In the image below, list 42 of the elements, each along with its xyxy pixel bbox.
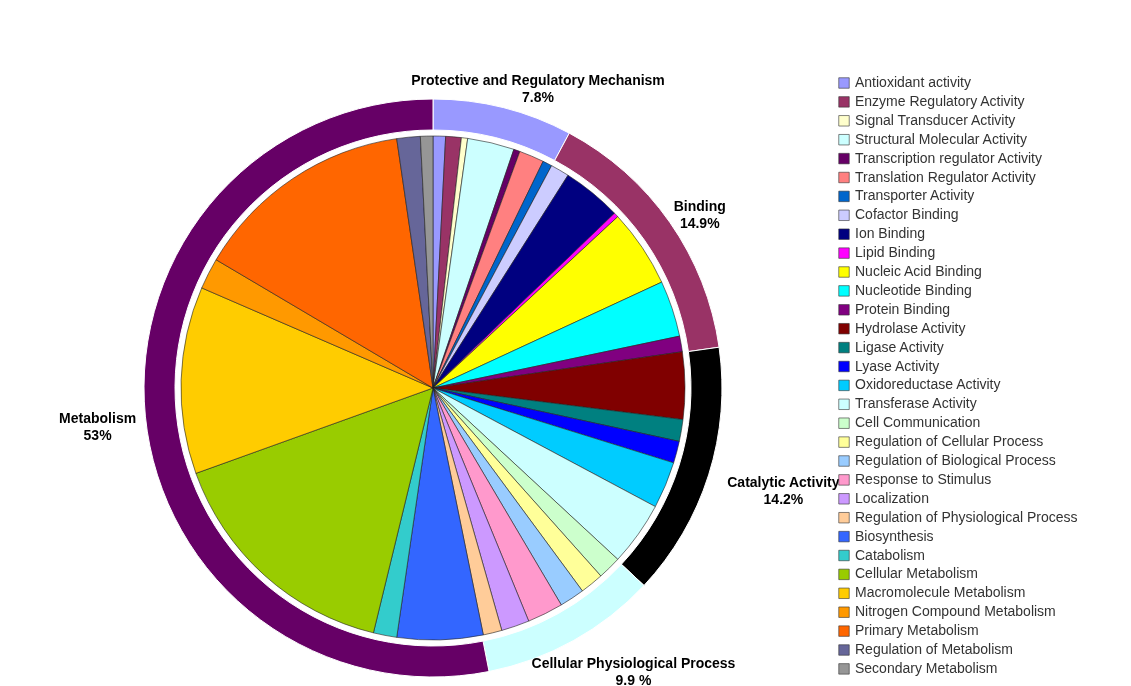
legend-label: Transferase Activity xyxy=(855,395,977,412)
legend-label: Protein Binding xyxy=(855,300,950,317)
legend-label: Lyase Activity xyxy=(855,357,940,374)
legend-label: Localization xyxy=(855,489,929,506)
data-label: 9.9 % xyxy=(615,672,652,686)
legend-label: Catabolism xyxy=(855,546,926,563)
slice-label: Cellular Physiological Process xyxy=(531,655,736,672)
legend-label: Regulation of Biological Process xyxy=(855,452,1056,468)
legend-label: Nitrogen Compound Metabolism xyxy=(855,603,1056,620)
legend-label: Nucleic Acid Binding xyxy=(855,263,982,279)
legend-label: Transporter Activity xyxy=(855,187,975,204)
legend-label: Ligase Activity xyxy=(855,338,944,355)
legend-label: Primary Metabolism xyxy=(855,622,979,639)
legend-label: Cell Communication xyxy=(855,414,981,431)
slice-label: Metabolism xyxy=(59,409,137,426)
legend-label: Structural Molecular Activity xyxy=(855,130,1027,147)
legend-label: Nucleotide Binding xyxy=(855,281,972,298)
legend-label: Cellular Metabolism xyxy=(855,565,978,582)
data-label: 7.8% xyxy=(522,89,555,106)
legend-label: Macromolecule Metabolism xyxy=(855,584,1026,601)
legend-label: Ion Binding xyxy=(855,225,926,242)
slice-label: Catalytic Activity xyxy=(727,474,840,490)
legend-label: Regulation of Cellular Process xyxy=(855,433,1044,450)
legend-label: Antioxidant activity xyxy=(855,74,971,90)
legend-label: Oxidoreductase Activity xyxy=(855,376,1001,393)
legend-label: Regulation of Metabolism xyxy=(855,641,1013,657)
legend-label: Translation Regulator Activity xyxy=(855,168,1036,185)
data-label: 53% xyxy=(83,426,113,443)
legend-label: Cofactor Binding xyxy=(855,206,959,223)
legend-label: Hydrolase Activity xyxy=(855,319,966,336)
legend-label: Lipid Binding xyxy=(855,244,936,261)
legend-label: Biosynthesis xyxy=(855,527,934,544)
legend-label: Secondary Metabolism xyxy=(855,659,998,676)
legend-label: Enzyme Regulatory Activity xyxy=(855,92,1025,109)
legend-label: Signal Transducer Activity xyxy=(855,111,1016,128)
legend-label: Response to Stimulus xyxy=(855,470,992,487)
legend-label: Transcription regulator Activity xyxy=(855,149,1042,166)
data-label: 14.2% xyxy=(763,491,804,507)
data-label: 14.9% xyxy=(679,214,721,231)
legend-label: Regulation of Physiological Process xyxy=(855,508,1078,525)
slice-label: Protective and Regulatory Mechanism xyxy=(411,72,665,89)
slice-label: Binding xyxy=(673,197,726,214)
